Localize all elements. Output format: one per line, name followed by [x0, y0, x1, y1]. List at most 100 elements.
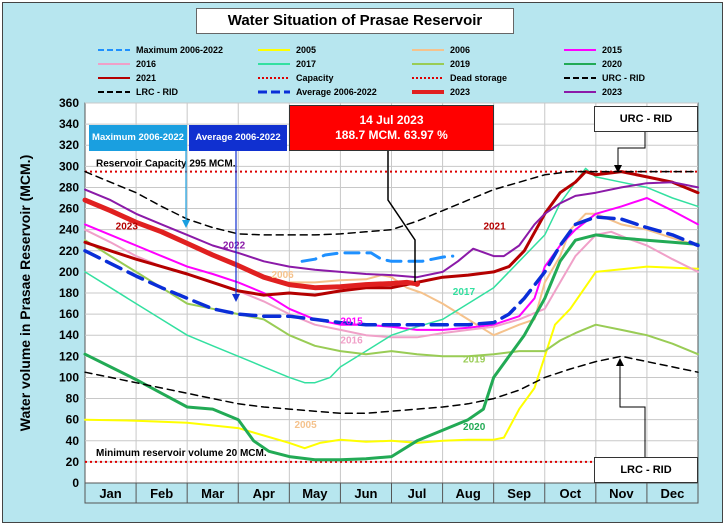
legend-label: 2015: [602, 45, 623, 55]
series-label: 2016: [340, 336, 363, 347]
max-box-arrowhead: [182, 220, 190, 228]
chart-title: Water Situation of Prasae Reservoir: [196, 8, 514, 34]
x-tick-label: Oct: [559, 486, 581, 501]
series-label: 2019: [463, 355, 486, 366]
max-box: Maximum 2006-2022: [89, 125, 187, 151]
series-line: [84, 239, 699, 358]
y-tick-label: 300: [59, 159, 79, 173]
legend-swatch: [412, 77, 444, 79]
legend-label: 2020: [602, 59, 623, 69]
y-tick-label: 60: [66, 413, 80, 427]
y-axis-label: Water volume in Prasae Reservoir (MCM.): [17, 155, 33, 431]
series-label: 2015: [340, 317, 363, 328]
legend-label: 2016: [136, 59, 157, 69]
series-label: 2021: [483, 222, 506, 233]
x-tick-label: Dec: [661, 486, 685, 501]
x-tick-label: Jun: [354, 486, 377, 501]
legend: Maximum 2006-2022 2005 2006 2015 2016 2017 201…: [96, 43, 716, 103]
series-line: [84, 181, 699, 279]
series-line: [83, 170, 700, 297]
legend-label: URC - RID: [602, 73, 645, 83]
current-status-box: 14 Jul 2023 188.7 MCM. 63.97 %: [289, 105, 494, 151]
lrc-leader-line: [619, 362, 646, 457]
capacity-label: Reservoir Capacity 295 MCM.: [96, 159, 236, 170]
legend-swatch: [98, 77, 130, 79]
series-line: [84, 265, 699, 450]
avg-box: Average 2006-2022: [189, 125, 287, 151]
legend-swatch: [258, 49, 290, 51]
series-line: [84, 170, 699, 236]
y-tick-label: 40: [66, 434, 80, 448]
urc-box: URC - RID: [594, 106, 698, 132]
x-tick-label: Apr: [253, 486, 275, 501]
urc-leader-line: [617, 132, 646, 165]
legend-swatch: [564, 49, 596, 51]
legend-label: 2005: [296, 45, 317, 55]
minimum-label: Minimum reservoir volume 20 MCM.: [96, 448, 267, 459]
legend-label: Average 2006-2022: [296, 87, 377, 97]
legend-swatch: [258, 90, 290, 94]
urc-arrowhead: [614, 165, 622, 173]
series-line: [82, 197, 420, 291]
series-label: 2020: [463, 422, 486, 433]
series-label: 2006: [271, 270, 294, 281]
legend-swatch: [564, 91, 596, 93]
legend-swatch: [258, 63, 290, 65]
x-tick-label: Sep: [507, 486, 531, 501]
legend-label: Capacity: [296, 73, 334, 83]
series-line: [83, 233, 700, 462]
lrc-arrowhead: [616, 358, 624, 366]
series-line: [84, 355, 699, 415]
y-tick-label: 260: [59, 202, 79, 216]
legend-swatch: [98, 63, 130, 65]
legend-label: 2019: [450, 59, 471, 69]
y-tick-label: 0: [72, 476, 79, 490]
x-tick-label: Jul: [408, 486, 427, 501]
legend-swatch: [98, 49, 130, 51]
y-tick-label: 240: [59, 223, 79, 237]
legend-swatch: [98, 91, 130, 93]
legend-swatch: [412, 49, 444, 51]
series-label: 2023: [116, 222, 139, 233]
avg-box-arrowhead: [232, 294, 240, 302]
y-tick-label: 340: [59, 117, 79, 131]
legend-label: Maximum 2006-2022: [136, 45, 224, 55]
y-tick-label: 200: [59, 265, 79, 279]
y-tick-label: 20: [66, 455, 80, 469]
current-date: 14 Jul 2023: [359, 113, 424, 127]
x-tick-label: May: [302, 486, 328, 501]
y-tick-label: 140: [59, 328, 79, 342]
x-tick-label: Jan: [99, 486, 121, 501]
current-value: 188.7 MCM. 63.97 %: [335, 128, 448, 142]
legend-label: LRC - RID: [136, 87, 178, 97]
x-tick-label: Aug: [455, 486, 480, 501]
x-tick-label: Feb: [150, 486, 173, 501]
legend-swatch: [258, 77, 290, 79]
y-tick-label: 180: [59, 286, 79, 300]
series-label: 2005: [294, 420, 317, 431]
lrc-box: LRC - RID: [594, 457, 698, 483]
series-label: 2017: [453, 287, 476, 298]
legend-swatch: [564, 63, 596, 65]
x-tick-label: Nov: [609, 486, 634, 501]
y-tick-label: 280: [59, 180, 79, 194]
legend-label: 2023: [602, 87, 623, 97]
series-line: [83, 215, 700, 327]
current-leader-line: [387, 151, 416, 282]
y-tick-label: 220: [59, 244, 79, 258]
legend-swatch: [412, 63, 444, 65]
series-label: 2022: [223, 241, 246, 252]
y-tick-label: 360: [59, 96, 79, 110]
current-point: [414, 280, 421, 287]
legend-swatch: [412, 90, 444, 94]
y-tick-label: 120: [59, 349, 79, 363]
y-tick-label: 160: [59, 307, 79, 321]
legend-label: 2021: [136, 73, 157, 83]
series-line: [300, 251, 455, 263]
legend-label: 2023: [450, 87, 471, 97]
y-tick-label: 100: [59, 370, 79, 384]
x-tick-label: Mar: [201, 486, 224, 501]
legend-label: Dead storage: [450, 73, 508, 83]
legend-label: 2006: [450, 45, 471, 55]
y-tick-label: 320: [59, 138, 79, 152]
